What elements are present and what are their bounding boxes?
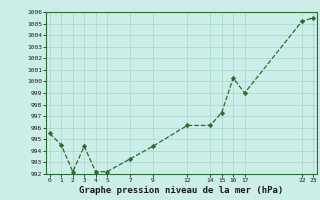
X-axis label: Graphe pression niveau de la mer (hPa): Graphe pression niveau de la mer (hPa) (79, 186, 284, 195)
